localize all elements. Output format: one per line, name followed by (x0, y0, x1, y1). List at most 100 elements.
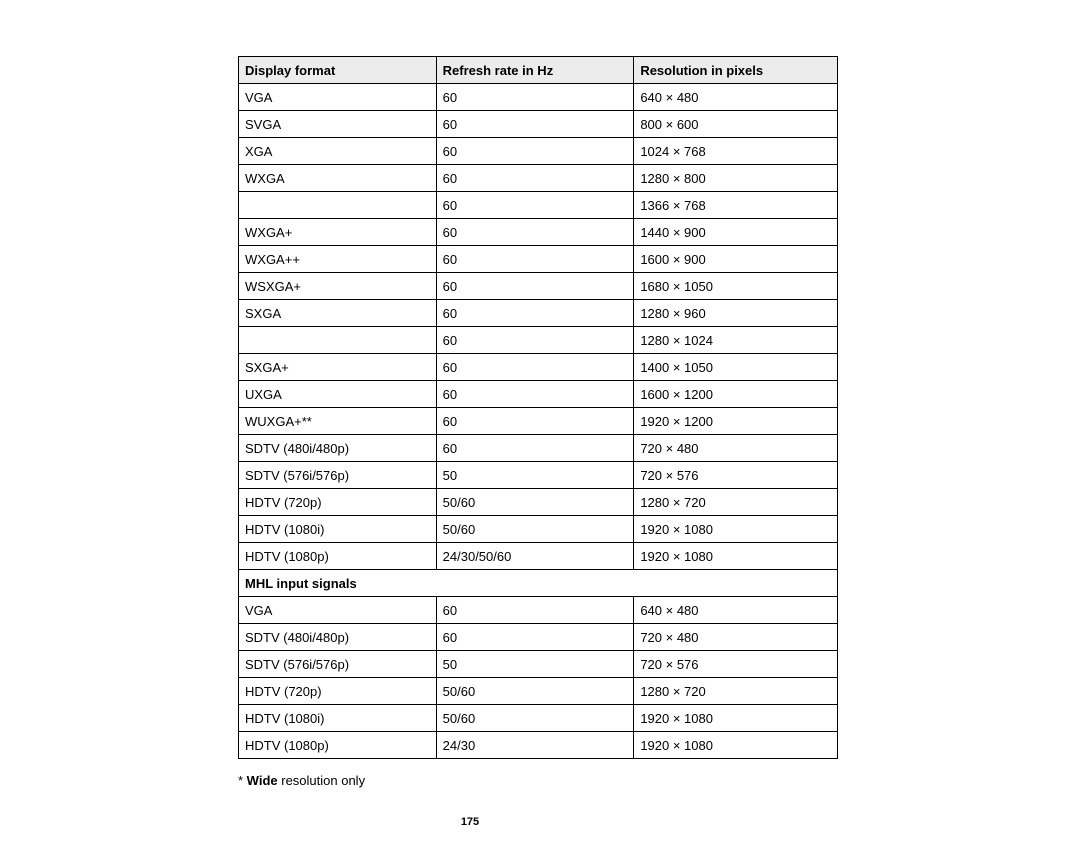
cell-refresh: 50/60 (436, 705, 634, 732)
cell-format: SDTV (576i/576p) (239, 651, 437, 678)
cell-format: HDTV (1080i) (239, 516, 437, 543)
cell-refresh: 60 (436, 381, 634, 408)
table-row: SDTV (576i/576p)50720 × 576 (239, 462, 838, 489)
table-row: SVGA60800 × 600 (239, 111, 838, 138)
table-row: WXGA+601440 × 900 (239, 219, 838, 246)
display-formats-table: Display format Refresh rate in Hz Resolu… (238, 56, 838, 759)
cell-refresh: 60 (436, 408, 634, 435)
cell-resolution: 1920 × 1080 (634, 543, 838, 570)
cell-resolution: 800 × 600 (634, 111, 838, 138)
cell-format (239, 327, 437, 354)
cell-format: VGA (239, 84, 437, 111)
footnote-bold: Wide (247, 773, 278, 788)
cell-resolution: 1366 × 768 (634, 192, 838, 219)
table-row: WXGA601280 × 800 (239, 165, 838, 192)
table-row: VGA60640 × 480 (239, 84, 838, 111)
table-row: UXGA601600 × 1200 (239, 381, 838, 408)
cell-resolution: 720 × 480 (634, 435, 838, 462)
table-row: VGA60640 × 480 (239, 597, 838, 624)
footnote-prefix: * (238, 773, 247, 788)
cell-refresh: 60 (436, 138, 634, 165)
table-row: XGA601024 × 768 (239, 138, 838, 165)
cell-resolution: 1400 × 1050 (634, 354, 838, 381)
column-header-refresh: Refresh rate in Hz (436, 57, 634, 84)
cell-resolution: 1920 × 1200 (634, 408, 838, 435)
cell-refresh: 50/60 (436, 489, 634, 516)
table-body-section: MHL input signals (239, 570, 838, 597)
cell-resolution: 720 × 576 (634, 462, 838, 489)
table-row: HDTV (1080p)24/30/50/601920 × 1080 (239, 543, 838, 570)
cell-resolution: 1920 × 1080 (634, 732, 838, 759)
cell-format: SVGA (239, 111, 437, 138)
cell-resolution: 1280 × 720 (634, 678, 838, 705)
table-row: 601280 × 1024 (239, 327, 838, 354)
table-row: HDTV (1080i)50/601920 × 1080 (239, 705, 838, 732)
cell-resolution: 1600 × 1200 (634, 381, 838, 408)
cell-resolution: 640 × 480 (634, 597, 838, 624)
cell-refresh: 60 (436, 597, 634, 624)
cell-resolution: 1920 × 1080 (634, 516, 838, 543)
table-row: WUXGA+**601920 × 1200 (239, 408, 838, 435)
cell-format: UXGA (239, 381, 437, 408)
section-header-row: MHL input signals (239, 570, 838, 597)
column-header-resolution: Resolution in pixels (634, 57, 838, 84)
table-body-main: VGA60640 × 480SVGA60800 × 600XGA601024 ×… (239, 84, 838, 570)
table-row: HDTV (720p)50/601280 × 720 (239, 489, 838, 516)
document-page: Display format Refresh rate in Hz Resolu… (0, 0, 940, 848)
cell-refresh: 24/30 (436, 732, 634, 759)
table-row: WXGA++601600 × 900 (239, 246, 838, 273)
cell-resolution: 1024 × 768 (634, 138, 838, 165)
table-row: SDTV (480i/480p)60720 × 480 (239, 435, 838, 462)
cell-refresh: 60 (436, 354, 634, 381)
cell-refresh: 50 (436, 462, 634, 489)
column-header-format: Display format (239, 57, 437, 84)
cell-refresh: 24/30/50/60 (436, 543, 634, 570)
cell-resolution: 1680 × 1050 (634, 273, 838, 300)
cell-resolution: 720 × 480 (634, 624, 838, 651)
cell-refresh: 60 (436, 192, 634, 219)
cell-format: HDTV (1080p) (239, 732, 437, 759)
cell-refresh: 60 (436, 435, 634, 462)
cell-format: WXGA (239, 165, 437, 192)
cell-refresh: 60 (436, 273, 634, 300)
table-row: 601366 × 768 (239, 192, 838, 219)
cell-format (239, 192, 437, 219)
cell-resolution: 1440 × 900 (634, 219, 838, 246)
cell-refresh: 50/60 (436, 678, 634, 705)
cell-refresh: 60 (436, 165, 634, 192)
table-header-row: Display format Refresh rate in Hz Resolu… (239, 57, 838, 84)
cell-format: WSXGA+ (239, 273, 437, 300)
table-row: HDTV (1080i)50/601920 × 1080 (239, 516, 838, 543)
cell-format: VGA (239, 597, 437, 624)
cell-resolution: 1280 × 720 (634, 489, 838, 516)
footnote-rest: resolution only (278, 773, 365, 788)
table-row: HDTV (1080p)24/301920 × 1080 (239, 732, 838, 759)
cell-refresh: 60 (436, 300, 634, 327)
table-row: SDTV (576i/576p)50720 × 576 (239, 651, 838, 678)
table-row: SDTV (480i/480p)60720 × 480 (239, 624, 838, 651)
cell-refresh: 60 (436, 219, 634, 246)
cell-refresh: 50/60 (436, 516, 634, 543)
cell-refresh: 60 (436, 327, 634, 354)
cell-resolution: 1280 × 800 (634, 165, 838, 192)
table-row: HDTV (720p)50/601280 × 720 (239, 678, 838, 705)
cell-resolution: 720 × 576 (634, 651, 838, 678)
cell-resolution: 1280 × 1024 (634, 327, 838, 354)
footnote: * Wide resolution only (238, 773, 870, 788)
cell-resolution: 640 × 480 (634, 84, 838, 111)
cell-refresh: 60 (436, 624, 634, 651)
cell-format: HDTV (1080i) (239, 705, 437, 732)
page-number: 175 (70, 816, 870, 828)
table-row: SXGA601280 × 960 (239, 300, 838, 327)
cell-refresh: 60 (436, 111, 634, 138)
cell-format: SDTV (576i/576p) (239, 462, 437, 489)
cell-format: HDTV (720p) (239, 678, 437, 705)
table-row: WSXGA+601680 × 1050 (239, 273, 838, 300)
table-row: SXGA+601400 × 1050 (239, 354, 838, 381)
cell-format: SXGA (239, 300, 437, 327)
cell-resolution: 1920 × 1080 (634, 705, 838, 732)
cell-format: HDTV (720p) (239, 489, 437, 516)
cell-format: SXGA+ (239, 354, 437, 381)
section-header-cell: MHL input signals (239, 570, 838, 597)
cell-format: XGA (239, 138, 437, 165)
